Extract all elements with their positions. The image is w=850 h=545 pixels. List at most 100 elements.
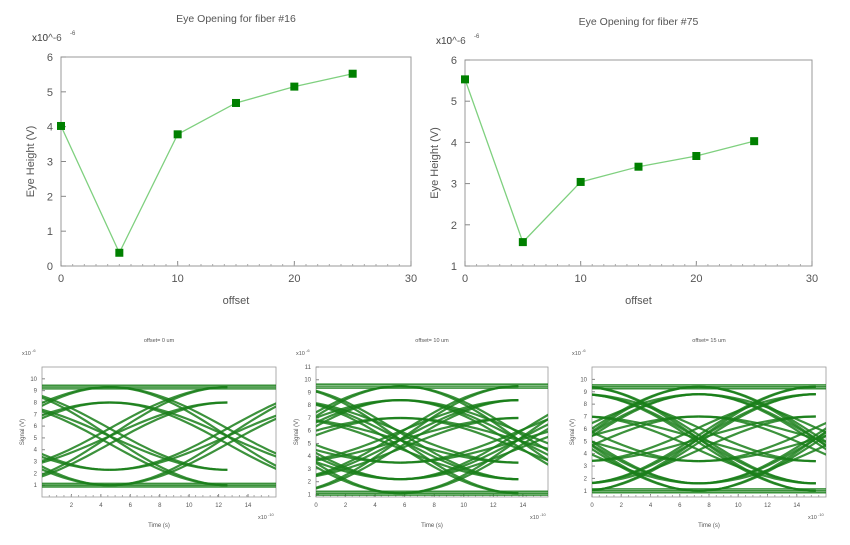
eye-transition-trace (316, 385, 519, 489)
x-tick-label: 12 (215, 503, 222, 509)
y-tick-label: 4 (34, 448, 38, 454)
chart-title: Eye Opening for fiber #75 (579, 16, 699, 28)
x-tick-label: 12 (764, 503, 771, 509)
chart-title: offset= 15 um (692, 338, 726, 344)
y-tick-label: 10 (304, 378, 311, 384)
eye-transition-trace (400, 427, 548, 495)
x-tick-label: 0 (462, 273, 468, 285)
x-tick-label: 14 (245, 503, 252, 509)
x-multiplier-exponent: -10 (540, 512, 547, 517)
x-axis-label: Time (s) (698, 523, 720, 529)
x-tick-label: 10 (735, 503, 742, 509)
eye-transition-trace (592, 447, 699, 492)
y-axis-label: Signal (V) (570, 419, 576, 445)
y-multiplier-exponent: -6 (32, 348, 36, 353)
x-axis-label: offset (625, 295, 652, 307)
y-tick-label: 6 (584, 427, 588, 433)
y-tick-label: 4 (584, 452, 588, 458)
chart-title: offset= 10 um (415, 338, 449, 344)
y-tick-label: 2 (451, 220, 457, 232)
data-point-marker (750, 137, 759, 146)
y-multiplier-exponent: -6 (582, 348, 586, 353)
eye-transition-trace (592, 385, 816, 492)
y-tick-label: 4 (308, 454, 312, 460)
y-tick-label: 3 (451, 179, 457, 191)
x-tick-label: 4 (649, 503, 653, 509)
x-tick-label: 10 (186, 503, 193, 509)
chart-0: Eye Opening for fiber #16 0 10 20 30 0 1 2 3 4 5 6 o… (25, 13, 417, 307)
x-multiplier-base: x10 (808, 515, 817, 521)
y-tick-label: 8 (308, 403, 312, 409)
y-tick-label: 9 (584, 390, 588, 396)
x-axis-label: Time (s) (148, 523, 170, 529)
y-tick-label: 2 (308, 480, 312, 486)
chart-1: Eye Opening for fiber #75 0 10 20 30 1 2 3 4 5 6 of… (429, 16, 818, 307)
eye-transition-trace (316, 461, 401, 495)
x-multiplier-base: x10 (530, 515, 539, 521)
data-point-marker (518, 238, 527, 247)
y-axis-label: Eye Height (V) (25, 126, 37, 198)
y-tick-label: 4 (451, 137, 457, 149)
eye-transition-trace (316, 385, 401, 418)
eye-transition-trace (42, 386, 110, 408)
eye-transition-trace (316, 399, 401, 428)
eye-transition-trace (592, 415, 699, 447)
eye-transition-trace (316, 460, 401, 481)
y-tick-label: 3 (34, 460, 38, 466)
eye-transition-trace (592, 443, 699, 485)
y-multiplier-base: x10 (572, 351, 581, 357)
x-tick-label: 20 (288, 273, 300, 285)
y-tick-label: 9 (34, 389, 38, 395)
y-tick-label: 10 (30, 377, 37, 383)
y-tick-label: 7 (584, 415, 588, 421)
y-tick-label: 7 (34, 412, 38, 418)
y-multiplier-base: x10 (22, 351, 31, 357)
eye-transition-trace (316, 455, 401, 481)
eye-transition-trace (316, 399, 519, 490)
eye-transition-trace (592, 385, 699, 434)
chart-4: offset= 15 um0 2 4 6 8 10 12 1412345678910Time … (570, 338, 827, 529)
x-tick-label: 0 (590, 503, 594, 509)
y-multiplier-base: x10 (436, 36, 453, 47)
y-multiplier-base: x10 (32, 33, 49, 44)
x-tick-label: 2 (344, 503, 348, 509)
data-point-marker (348, 69, 357, 78)
x-tick-label: 4 (373, 503, 377, 509)
y-axis-label: Signal (V) (20, 419, 26, 445)
x-tick-label: 14 (520, 503, 527, 509)
y-tick-label: 3 (584, 464, 588, 470)
y-axis-label: Eye Height (V) (429, 127, 441, 199)
eye-transition-trace (316, 465, 401, 495)
x-tick-label: 10 (460, 503, 467, 509)
y-tick-label: 2 (34, 471, 38, 477)
y-tick-label: 9 (308, 390, 312, 396)
eye-transition-trace (592, 453, 699, 485)
y-tick-label: 3 (308, 467, 312, 473)
y-tick-label: 5 (34, 436, 38, 442)
eye-transition-trace (592, 415, 816, 485)
eye-transition-trace (592, 393, 816, 492)
chart-title: offset= 0 um (144, 338, 175, 344)
data-point-marker (57, 121, 65, 130)
x-axis-label: offset (223, 295, 250, 307)
y-tick-label: 7 (308, 416, 312, 422)
eye-transition-trace (316, 416, 401, 437)
eye-transition-trace (698, 421, 826, 463)
y-tick-label: 6 (34, 424, 38, 430)
x-multiplier-exponent: -10 (818, 512, 825, 517)
x-tick-label: 30 (405, 273, 417, 285)
eye-transition-trace (109, 417, 276, 487)
y-tick-label: 5 (308, 441, 312, 447)
series-line (60, 73, 353, 255)
y-tick-label: 2 (47, 191, 53, 203)
y-multiplier-base: x10 (296, 351, 305, 357)
x-tick-label: 8 (158, 503, 162, 509)
data-point-marker (634, 162, 643, 171)
data-point-marker (232, 98, 240, 107)
y-tick-label: 6 (47, 52, 53, 64)
eye-traces (592, 384, 826, 494)
x-tick-label: 6 (403, 503, 407, 509)
x-tick-label: 10 (172, 273, 184, 285)
